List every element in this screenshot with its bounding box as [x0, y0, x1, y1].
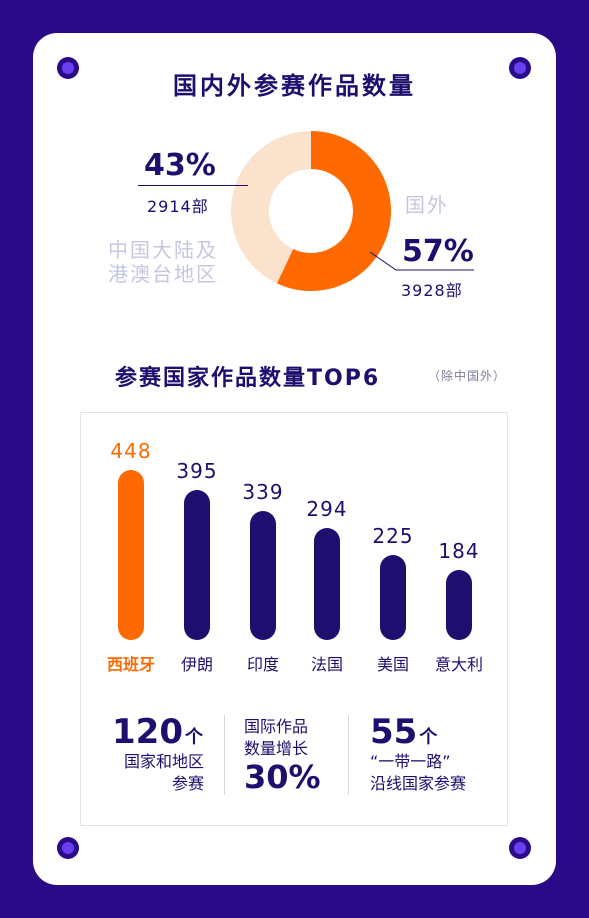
- bar-6: [446, 570, 472, 640]
- bar-category-label: 美国: [376, 655, 409, 674]
- bar-category-label: 伊朗: [180, 655, 213, 674]
- belt-number-unit: 个: [419, 727, 438, 748]
- countries-label: 国家和地区 参赛: [108, 751, 204, 795]
- domestic-label-line1: 中国大陆及: [108, 238, 218, 262]
- growth-label-line1: 国际作品: [244, 717, 309, 736]
- domestic-percent: 43%: [144, 148, 216, 183]
- belt-number: 55 个: [370, 712, 437, 752]
- countries-number: 120 个: [112, 712, 203, 752]
- infographic-card: [33, 33, 556, 885]
- bar-value-label: 448: [110, 439, 152, 463]
- stats-divider-2: [348, 715, 349, 795]
- bar-5: [380, 555, 406, 640]
- foreign-label: 国外: [405, 193, 449, 217]
- countries-label-line1: 国家和地区: [123, 752, 204, 771]
- corner-dot-bottom-left: [57, 837, 79, 859]
- growth-value: 30%: [244, 758, 321, 796]
- bar-2: [184, 490, 210, 640]
- countries-label-line2: 参赛: [171, 774, 204, 793]
- bar-value-label: 395: [176, 459, 218, 483]
- corner-dot-top-left: [57, 57, 79, 79]
- bar-value-label: 184: [438, 539, 480, 563]
- bar-4: [314, 528, 340, 640]
- bar-category-label: 印度: [246, 655, 279, 674]
- corner-dot-top-right: [509, 57, 531, 79]
- growth-label-line2: 数量增长: [244, 739, 309, 758]
- bar-category-label: 西班牙: [106, 655, 155, 674]
- bar-3: [250, 511, 276, 640]
- donut-slice-domestic: [230, 131, 311, 284]
- bar-1: [118, 470, 144, 640]
- foreign-count: 3928部: [401, 281, 463, 300]
- bar-value-label: 294: [306, 497, 348, 521]
- bar-category-label: 法国: [310, 655, 343, 674]
- growth-label: 国际作品 数量增长: [244, 716, 308, 760]
- bar-category-label: 意大利: [434, 655, 483, 674]
- countries-number-unit: 个: [184, 727, 203, 748]
- domestic-leader-line: [138, 185, 248, 186]
- stats-divider-1: [224, 715, 225, 795]
- domestic-count: 2914部: [147, 197, 209, 216]
- bar-chart-title: 参赛国家作品数量TOP6: [115, 366, 381, 391]
- belt-label: “一带一路” 沿线国家参赛: [370, 751, 466, 795]
- bar-chart-subtitle: （除中国外）: [428, 369, 507, 383]
- domestic-label-line2: 港澳台地区: [108, 262, 218, 286]
- donut-chart: [230, 131, 391, 291]
- belt-number-value: 55: [370, 712, 418, 752]
- belt-label-line1: “一带一路”: [370, 752, 451, 771]
- domestic-label: 中国大陆及 港澳台地区: [108, 238, 218, 286]
- foreign-leader-line: [369, 251, 474, 271]
- bar-value-label: 339: [242, 480, 284, 504]
- foreign-percent: 57%: [402, 234, 474, 269]
- donut-slice-foreign: [276, 131, 391, 291]
- corner-dot-bottom-right: [509, 837, 531, 859]
- donut-title: 国内外参赛作品数量: [173, 72, 416, 100]
- bar-value-label: 225: [372, 524, 414, 548]
- countries-number-value: 120: [112, 712, 183, 752]
- belt-label-line2: 沿线国家参赛: [370, 774, 467, 793]
- bar-chart-frame: [80, 412, 508, 826]
